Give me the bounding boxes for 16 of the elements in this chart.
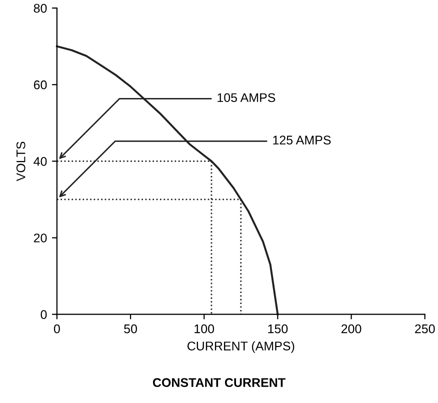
- x-axis-title: CURRENT (AMPS): [187, 341, 294, 353]
- y-tick-label: 40: [34, 157, 47, 166]
- text: CONSTANT CURRENT: [152, 378, 286, 388]
- annotation: 105 AMPS: [218, 93, 276, 102]
- x-tick-label: 200: [341, 324, 362, 334]
- y-tick-label: 60: [34, 80, 47, 90]
- x-tick-label: 50: [124, 324, 137, 334]
- x-tick-label: 0: [54, 324, 60, 334]
- x-tick-label: 250: [415, 324, 435, 334]
- y-tick-label: 0: [40, 310, 47, 319]
- x-tick-label: 150: [268, 324, 288, 334]
- y-axis-title: VOLTS: [16, 142, 26, 182]
- y-tick-label: 80: [34, 4, 47, 13]
- annotation: 125 AMPS: [273, 136, 331, 145]
- y-tick-label: 20: [34, 234, 47, 242]
- x-tick-label: 100: [194, 324, 214, 334]
